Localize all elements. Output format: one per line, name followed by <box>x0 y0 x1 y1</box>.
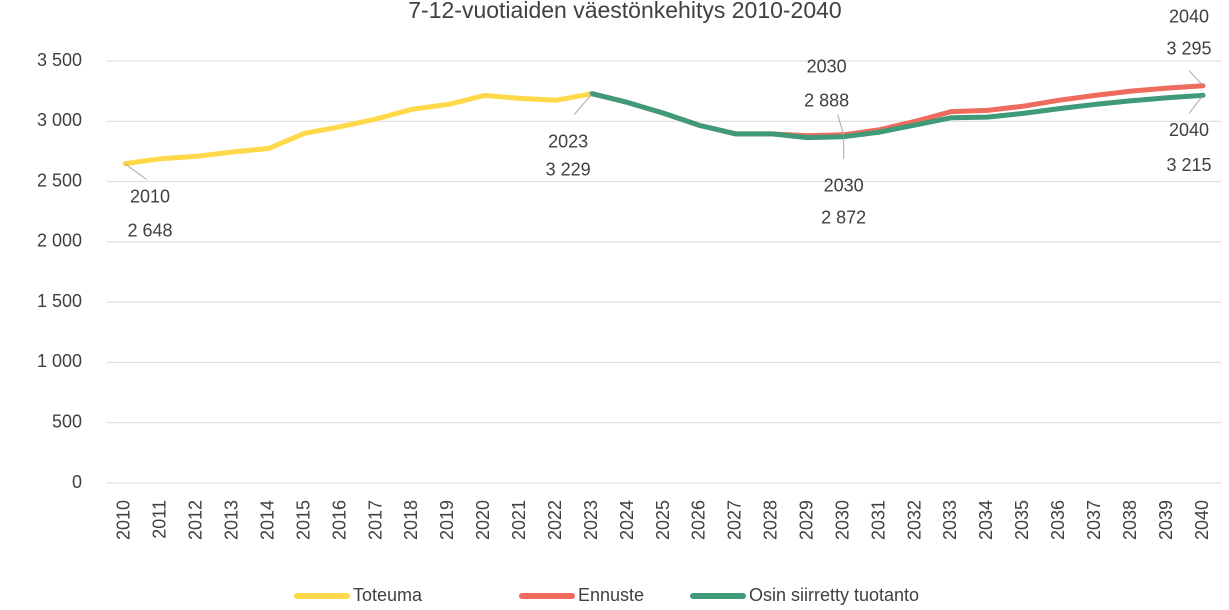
x-tick-label: 2035 <box>1012 500 1032 540</box>
x-tick-label: 2038 <box>1120 500 1140 540</box>
y-tick-label: 500 <box>52 411 82 431</box>
x-tick-label: 2040 <box>1192 500 1212 540</box>
leader-line <box>573 93 593 116</box>
data-label: 3 295 <box>1167 38 1212 58</box>
legend-label: Toteuma <box>353 585 423 605</box>
y-tick-label: 3 000 <box>37 110 82 130</box>
x-tick-label: 2017 <box>365 500 385 540</box>
x-tick-label: 2039 <box>1156 500 1176 540</box>
x-tick-label: 2014 <box>257 500 277 540</box>
x-tick-label: 2010 <box>114 500 134 540</box>
leader-line <box>1188 70 1204 87</box>
x-tick-label: 2011 <box>150 500 170 539</box>
legend-label: Osin siirretty tuotanto <box>749 585 919 605</box>
data-label-category: 2030 <box>824 175 864 195</box>
x-tick-label: 2016 <box>329 500 349 540</box>
y-tick-label: 3 500 <box>37 50 82 70</box>
data-label-category: 2010 <box>130 186 170 206</box>
leader-line <box>837 114 845 135</box>
x-tick-label: 2013 <box>222 500 242 540</box>
x-tick-label: 2028 <box>761 500 781 540</box>
x-tick-label: 2015 <box>293 500 313 540</box>
x-tick-label: 2029 <box>796 500 816 540</box>
x-tick-label: 2025 <box>653 500 673 540</box>
x-tick-label: 2021 <box>509 500 529 540</box>
legend-label: Ennuste <box>578 585 644 605</box>
series-line <box>122 91 595 167</box>
x-tick-label: 2036 <box>1048 500 1068 540</box>
x-tick-label: 2034 <box>976 500 996 540</box>
data-label: 3 229 <box>546 159 591 179</box>
x-tick-label: 2030 <box>832 500 852 540</box>
series-line <box>589 91 1206 141</box>
x-tick-label: 2022 <box>545 500 565 540</box>
data-label-category: 2023 <box>548 131 588 151</box>
y-tick-label: 2 500 <box>37 170 82 190</box>
x-tick-label: 2019 <box>437 500 457 540</box>
x-tick-label: 2027 <box>725 500 745 540</box>
data-label: 2 648 <box>127 220 172 240</box>
data-label-category: 2030 <box>807 57 847 77</box>
leader-line <box>124 163 148 181</box>
data-label: 2 872 <box>821 207 866 227</box>
data-label-category: 2040 <box>1169 120 1209 140</box>
x-tick-label: 2031 <box>868 500 888 540</box>
chart-title: 7-12-vuotiaiden väestönkehitys 2010-2040 <box>408 0 841 23</box>
y-tick-label: 1 000 <box>37 351 82 371</box>
x-tick-label: 2026 <box>689 500 709 540</box>
x-tick-label: 2024 <box>617 500 637 540</box>
y-tick-label: 1 500 <box>37 291 82 311</box>
leader-line <box>1188 95 1204 114</box>
x-tick-label: 2033 <box>940 500 960 540</box>
data-label-category: 2040 <box>1169 6 1209 26</box>
data-label: 2 888 <box>804 91 849 111</box>
x-tick-label: 2012 <box>186 500 206 540</box>
x-tick-label: 2032 <box>904 500 924 540</box>
y-tick-label: 0 <box>72 472 82 492</box>
x-tick-label: 2037 <box>1084 500 1104 540</box>
x-tick-label: 2020 <box>473 500 493 540</box>
data-label: 3 215 <box>1167 155 1212 175</box>
x-tick-label: 2023 <box>581 500 601 540</box>
x-tick-label: 2018 <box>401 500 421 540</box>
y-tick-label: 2 000 <box>37 231 82 251</box>
